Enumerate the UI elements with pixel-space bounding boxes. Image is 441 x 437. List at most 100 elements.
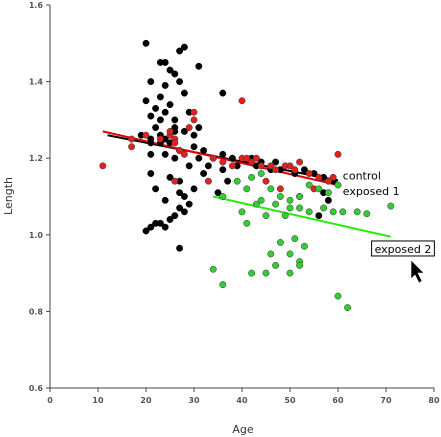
x-tick-label: 60 <box>332 396 344 405</box>
data-point-exposed-1 <box>248 158 256 166</box>
data-point-exposed-2 <box>262 269 270 277</box>
data-point-control <box>204 162 212 170</box>
data-point-exposed-1 <box>219 158 227 166</box>
data-point-control <box>171 212 179 220</box>
data-point-exposed-1 <box>209 154 217 162</box>
x-tick-label: 70 <box>380 396 392 405</box>
data-point-exposed-2 <box>286 269 294 277</box>
data-point-exposed-2 <box>238 208 246 216</box>
data-point-exposed-1 <box>296 158 304 166</box>
annotation-label: exposed 2 <box>375 243 432 256</box>
data-point-exposed-1 <box>190 108 198 116</box>
data-point-control <box>190 131 198 139</box>
data-point-exposed-2 <box>272 261 280 269</box>
x-tick-label: 20 <box>140 396 152 405</box>
data-point-control <box>180 127 188 135</box>
data-point-control <box>152 124 160 132</box>
data-point-control <box>200 170 208 177</box>
data-point-control <box>200 147 208 154</box>
data-point-control <box>180 89 188 97</box>
data-point-control <box>272 158 280 166</box>
data-point-exposed-2 <box>233 177 241 185</box>
x-tick-label: 50 <box>284 396 296 405</box>
data-point-exposed-2 <box>305 181 313 189</box>
data-point-exposed-1 <box>267 162 275 170</box>
data-point-control <box>176 204 184 212</box>
data-point-exposed-2 <box>291 235 299 243</box>
data-point-exposed-1 <box>272 166 280 174</box>
data-point-exposed-2 <box>243 185 251 193</box>
data-point-exposed-2 <box>248 269 256 277</box>
data-point-control <box>176 244 184 252</box>
data-point-exposed-1 <box>176 147 184 154</box>
data-point-exposed-2 <box>296 261 304 269</box>
data-point-control <box>152 219 160 227</box>
data-point-control <box>219 89 227 97</box>
data-point-control <box>219 150 227 158</box>
data-point-exposed-2 <box>286 196 294 204</box>
data-point-control <box>166 173 174 181</box>
data-point-control <box>171 70 179 78</box>
data-point-control <box>166 101 174 109</box>
data-point-control <box>161 150 169 158</box>
annotation-label: exposed 1 <box>343 185 400 198</box>
data-point-exposed-2 <box>281 212 289 220</box>
fit-line-exposed-1 <box>102 130 339 186</box>
data-point-exposed-1 <box>166 127 174 135</box>
data-point-control <box>185 200 193 208</box>
data-point-control <box>166 66 174 74</box>
data-point-control <box>161 196 169 204</box>
data-point-exposed-1 <box>238 97 246 105</box>
data-point-exposed-2 <box>209 265 217 273</box>
data-point-control <box>147 78 155 86</box>
data-point-exposed-1 <box>142 131 150 139</box>
data-point-control <box>219 166 227 174</box>
data-point-control <box>147 223 155 231</box>
data-point-exposed-2 <box>363 210 371 218</box>
data-point-control <box>142 227 150 235</box>
data-point-control <box>147 170 155 177</box>
data-point-exposed-1 <box>291 166 299 174</box>
data-point-control <box>190 185 198 193</box>
y-axis-title: Length <box>2 177 15 215</box>
data-point-control <box>185 162 193 170</box>
data-point-control <box>142 97 150 105</box>
axes: 0 10 20 30 40 50 60 70 80 0.6 0.8 1.0 1.2 1.4 1.6 <box>29 1 440 405</box>
data-point-exposed-1 <box>334 150 342 158</box>
data-point-control <box>171 116 179 124</box>
annotation-box <box>371 240 435 257</box>
data-point-exposed-2 <box>262 212 270 220</box>
data-point-exposed-2 <box>387 202 395 210</box>
data-point-exposed-2 <box>315 185 323 193</box>
data-point-exposed-2 <box>272 200 280 208</box>
data-point-control <box>166 216 174 223</box>
data-point-exposed-2 <box>276 193 284 200</box>
data-point-exposed-1 <box>190 116 198 124</box>
data-point-control <box>152 185 160 193</box>
x-tick-label: 0 <box>47 396 53 405</box>
data-point-exposed-2 <box>267 185 275 193</box>
data-point-control <box>324 196 332 204</box>
fit-line-exposed-2 <box>212 195 392 238</box>
y-tick-label: 1.0 <box>29 231 44 240</box>
data-point-exposed-2 <box>219 193 227 200</box>
data-point-exposed-1 <box>252 154 260 162</box>
mouse-cursor-icon <box>410 259 425 284</box>
data-point-exposed-1 <box>180 150 188 158</box>
data-point-exposed-1 <box>128 135 136 143</box>
x-tick-label: 10 <box>92 396 104 405</box>
data-point-control <box>315 212 323 220</box>
data-point-exposed-2 <box>329 208 337 216</box>
data-point-exposed-1 <box>156 135 164 143</box>
data-point-exposed-1 <box>329 173 337 181</box>
data-point-exposed-2 <box>300 242 308 250</box>
annotation-label: control <box>343 169 381 182</box>
data-point-exposed-2 <box>257 170 265 177</box>
data-point-control <box>152 104 160 112</box>
data-point-exposed-2 <box>252 200 260 208</box>
data-point-control <box>180 208 188 216</box>
data-point-control <box>176 47 184 55</box>
data-point-exposed-1 <box>99 162 107 170</box>
x-tick-label: 40 <box>236 396 248 405</box>
